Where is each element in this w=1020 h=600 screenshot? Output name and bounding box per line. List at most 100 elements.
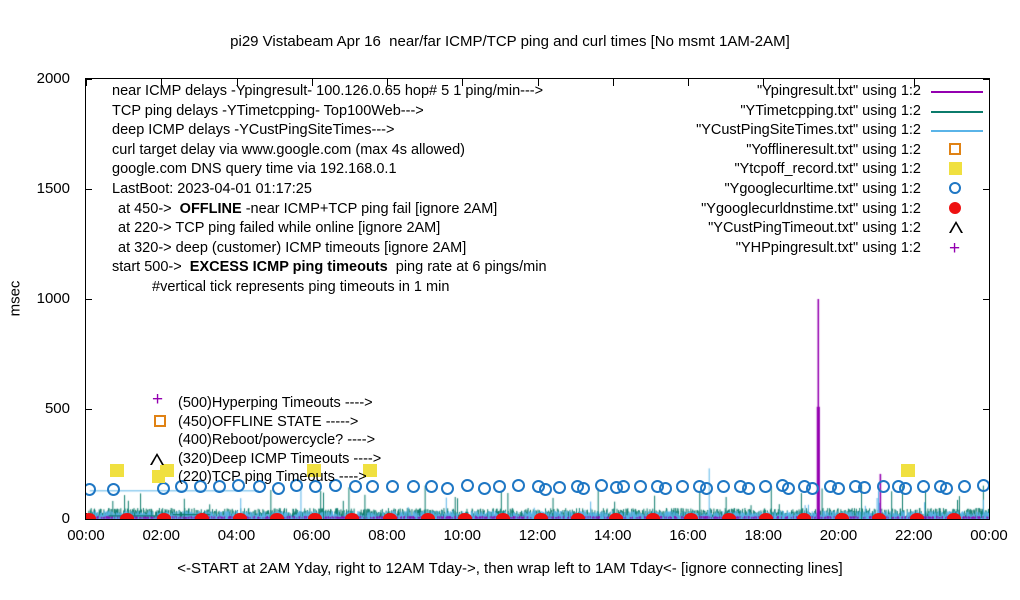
annotation-line: google.com DNS query time via 192.168.0.… (112, 161, 397, 178)
x-tick-label: 18:00 (744, 527, 783, 544)
curl-time-marker (594, 479, 608, 493)
curl-time-marker (213, 480, 227, 494)
plus-icon: + (152, 389, 164, 410)
curl-time-marker (576, 482, 590, 496)
dns-time-marker (345, 512, 360, 519)
tcp-timeout-marker (901, 464, 916, 478)
x-tick-label: 10:00 (443, 527, 482, 544)
annotation-line: #vertical tick represents ping timeouts … (152, 278, 450, 295)
curl-time-marker (741, 482, 755, 496)
curl-time-marker (675, 479, 689, 493)
curl-time-marker (916, 479, 930, 493)
curl-time-marker (493, 479, 507, 493)
x-tick-label: 22:00 (894, 527, 933, 544)
curl-time-marker (309, 479, 322, 493)
curl-time-marker (976, 479, 989, 493)
plot-annotation-line: (320)Deep ICMP Timeouts ----> (150, 450, 381, 469)
legend-entry-key (927, 200, 987, 220)
tcp-timeout-marker (110, 464, 125, 478)
legend-entry: "Ygooglecurltime.txt" using 1:2 (696, 180, 987, 200)
curl-time-marker (461, 479, 475, 493)
legend-entry-label: "Ypingresult.txt" using 1:2 (757, 83, 921, 99)
curl-time-marker (717, 479, 731, 493)
annotation-block-left: near ICMP delays -Ypingresult- 100.126.0… (112, 82, 547, 298)
dns-time-marker (684, 512, 698, 519)
curl-time-marker (406, 479, 420, 493)
legend-entry-label: "YCustPingTimeout.txt" using 1:2 (708, 220, 921, 237)
curl-time-marker (290, 479, 304, 493)
dns-time-marker (721, 512, 736, 519)
legend-line-key (931, 130, 983, 133)
legend-entry-key (927, 160, 987, 180)
dns-time-marker (947, 512, 962, 519)
annotation-line: start 500-> EXCESS ICMP ping timeouts pi… (112, 259, 547, 276)
triangle-open-icon (150, 452, 164, 465)
x-tick-label: 08:00 (368, 527, 406, 544)
annotation-line: LastBoot: 2023-04-01 01:17:25 (112, 180, 312, 197)
annotation-line: deep ICMP delays -YCustPingSiteTimes---> (112, 122, 395, 139)
tcp-timeout-marker (306, 464, 321, 478)
annotation-block-legend-key: (500)Hyperping Timeouts ----> + (450)OFFLI… (150, 390, 381, 487)
page-title: pi29 Vistabeam Apr 16 near/far ICMP/TCP … (230, 33, 790, 50)
annotation-line: curl target delay via www.google.com (ma… (112, 141, 465, 158)
curl-time-marker (958, 479, 972, 493)
curl-time-marker (386, 479, 400, 493)
curl-time-marker (832, 481, 845, 495)
legend-entry-key (927, 219, 987, 239)
curl-time-marker (898, 482, 912, 496)
legend-entry: "YHPpingresult.txt" using 1:2 + (696, 239, 987, 259)
legend-entry-key (927, 121, 987, 141)
annotation-line: at 450-> OFFLINE -near ICMP+TCP ping fai… (118, 200, 498, 217)
dns-time-marker (909, 512, 924, 519)
curl-time-marker (758, 479, 772, 493)
x-tick-label: 00:00 (67, 527, 105, 544)
annotation-line: near ICMP delays -Ypingresult- 100.126.0… (112, 83, 544, 99)
x-tick-label: 02:00 (142, 527, 181, 544)
tcp-timeout-marker (363, 464, 378, 478)
dns-time-marker (307, 512, 322, 519)
legend-entry: "YCustPingSiteTimes.txt" using 1:2 (696, 121, 987, 141)
dns-time-marker (834, 512, 849, 519)
legend-entry-label: "YHPpingresult.txt" using 1:2 (735, 239, 921, 256)
x-tick-label: 06:00 (292, 527, 331, 544)
dns-time-marker (232, 512, 247, 519)
y-tick-label: 0 (61, 510, 70, 527)
y-tick-label: 1500 (36, 180, 70, 197)
curl-time-marker (782, 481, 796, 495)
x-axis-caption: <-START at 2AM Yday, right to 12AM Tday-… (177, 560, 843, 577)
legend-entry-key (927, 141, 987, 161)
annotation-line: TCP ping delays -YTimetcpping- Top100Web… (112, 102, 424, 119)
legend-entry: "Ypingresult.txt" using 1:2 (696, 82, 987, 102)
curl-time-marker (858, 481, 872, 495)
legend-entry-key (927, 180, 987, 200)
dns-time-marker (458, 512, 473, 519)
legend-entry-key: + (927, 239, 987, 259)
legend-line-key (931, 91, 983, 93)
legend-entry-label: "YTimetcpping.txt" using 1:2 (740, 102, 921, 119)
annotation-emphasis: OFFLINE (179, 200, 242, 217)
curl-time-marker (441, 482, 455, 496)
dns-time-marker (270, 512, 285, 519)
legend-entry: "Ytcpoff_record.txt" using 1:2 (696, 160, 987, 180)
plot-frame (85, 78, 990, 520)
legend-entry-label: "YCustPingSiteTimes.txt" using 1:2 (696, 122, 921, 139)
dns-time-marker (608, 512, 623, 519)
annotation-line: at 320-> deep (customer) ICMP timeouts [… (118, 239, 467, 256)
legend-entry-label: "Ygooglecurldnstime.txt" using 1:2 (701, 200, 921, 217)
curl-time-marker (805, 482, 819, 496)
curl-time-marker (231, 479, 245, 493)
legend-entry: "Ygooglecurldnstime.txt" using 1:2 (696, 200, 987, 220)
curl-time-marker (348, 479, 362, 493)
curl-time-marker (940, 481, 954, 495)
curl-time-marker (253, 479, 267, 493)
square-open-icon (154, 414, 166, 427)
square-filled-icon (949, 162, 962, 176)
y-tick-label: 1000 (36, 290, 70, 307)
curl-time-marker (175, 479, 189, 493)
legend-entry-label: "Ytcpoff_record.txt" using 1:2 (734, 161, 921, 178)
plot-annotation-line: (400)Reboot/powercycle? ----> (178, 432, 376, 448)
x-tick-label: 16:00 (669, 527, 707, 544)
dns-time-marker (646, 512, 661, 519)
chart-legend: "Ypingresult.txt" using 1:2 "YTimetcpping… (696, 82, 987, 258)
